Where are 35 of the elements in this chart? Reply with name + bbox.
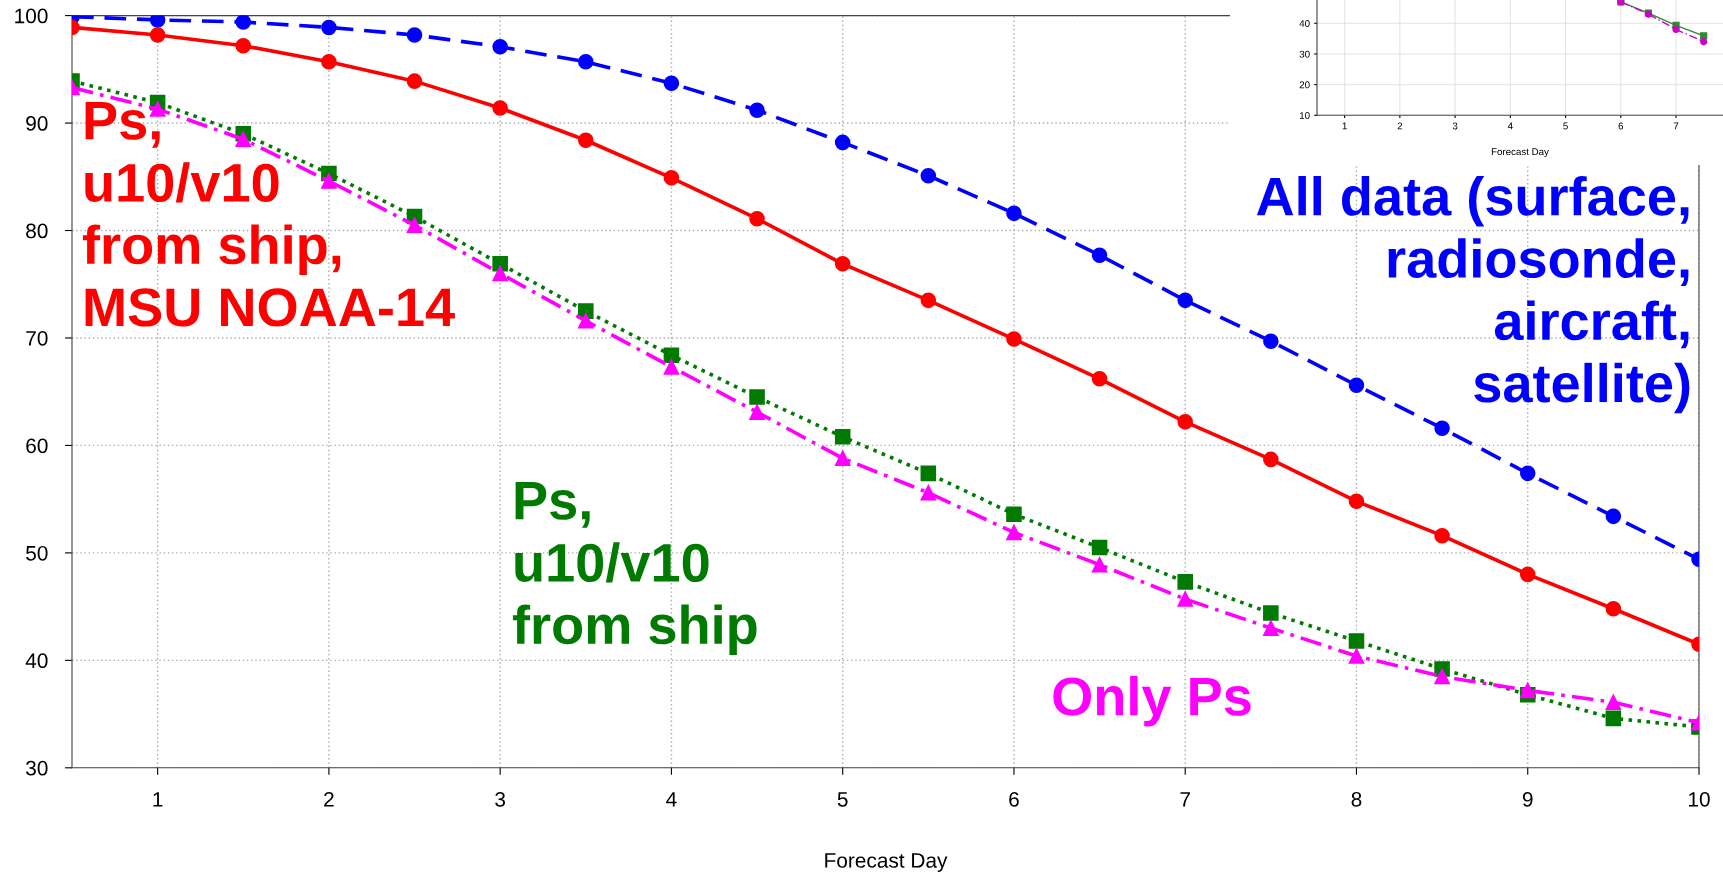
x-tick-label: 9 — [1522, 791, 1533, 807]
y-tick-label: 20 — [1299, 81, 1310, 89]
series-label: Ps, u10/v10 from ship — [512, 481, 757, 656]
y-tick-label: 50 — [26, 545, 48, 561]
x-tick-label: 2 — [1397, 122, 1403, 130]
y-tick-label: 90 — [26, 116, 48, 131]
x-tick-label: 7 — [1180, 792, 1190, 807]
x-tick-label: 6 — [1618, 122, 1624, 130]
x-tick-label: 10 — [1689, 791, 1710, 807]
series-label: Only Ps — [1053, 676, 1251, 727]
x-tick-label: 1 — [153, 792, 163, 807]
y-tick-label: 30 — [26, 760, 48, 776]
x-axis-title: Forecast Day — [1491, 148, 1549, 158]
y-tick-label: 70 — [26, 330, 48, 346]
x-tick-label: 5 — [837, 792, 848, 807]
y-tick-label: 80 — [26, 223, 48, 239]
x-tick-label: 6 — [1009, 791, 1019, 807]
x-tick-label: 7 — [1673, 122, 1679, 130]
series-label: All data (surface, radiosonde, aircraft, satellite) — [1256, 176, 1690, 414]
x-tick-label: 2 — [324, 791, 334, 807]
y-tick-label: 100 — [15, 8, 48, 24]
x-tick-label: 3 — [495, 791, 506, 807]
x-tick-label: 8 — [1351, 791, 1362, 807]
x-tick-label: 3 — [1452, 122, 1458, 130]
y-tick-label: 40 — [1299, 20, 1310, 27]
x-tick-label: 4 — [666, 792, 677, 807]
y-tick-label: 60 — [26, 438, 48, 454]
x-tick-label: 4 — [1507, 122, 1513, 130]
x-tick-label: 5 — [1563, 122, 1568, 130]
x-axis-title: Forecast Day — [825, 853, 948, 872]
x-tick-label: 1 — [1342, 122, 1347, 130]
y-tick-label: 40 — [25, 653, 48, 669]
y-tick-label: 30 — [1299, 50, 1310, 58]
y-tick-label: 10 — [1299, 112, 1310, 119]
series-label: Ps, u10/v10 from ship, MSU NOAA-14 — [82, 101, 455, 327]
